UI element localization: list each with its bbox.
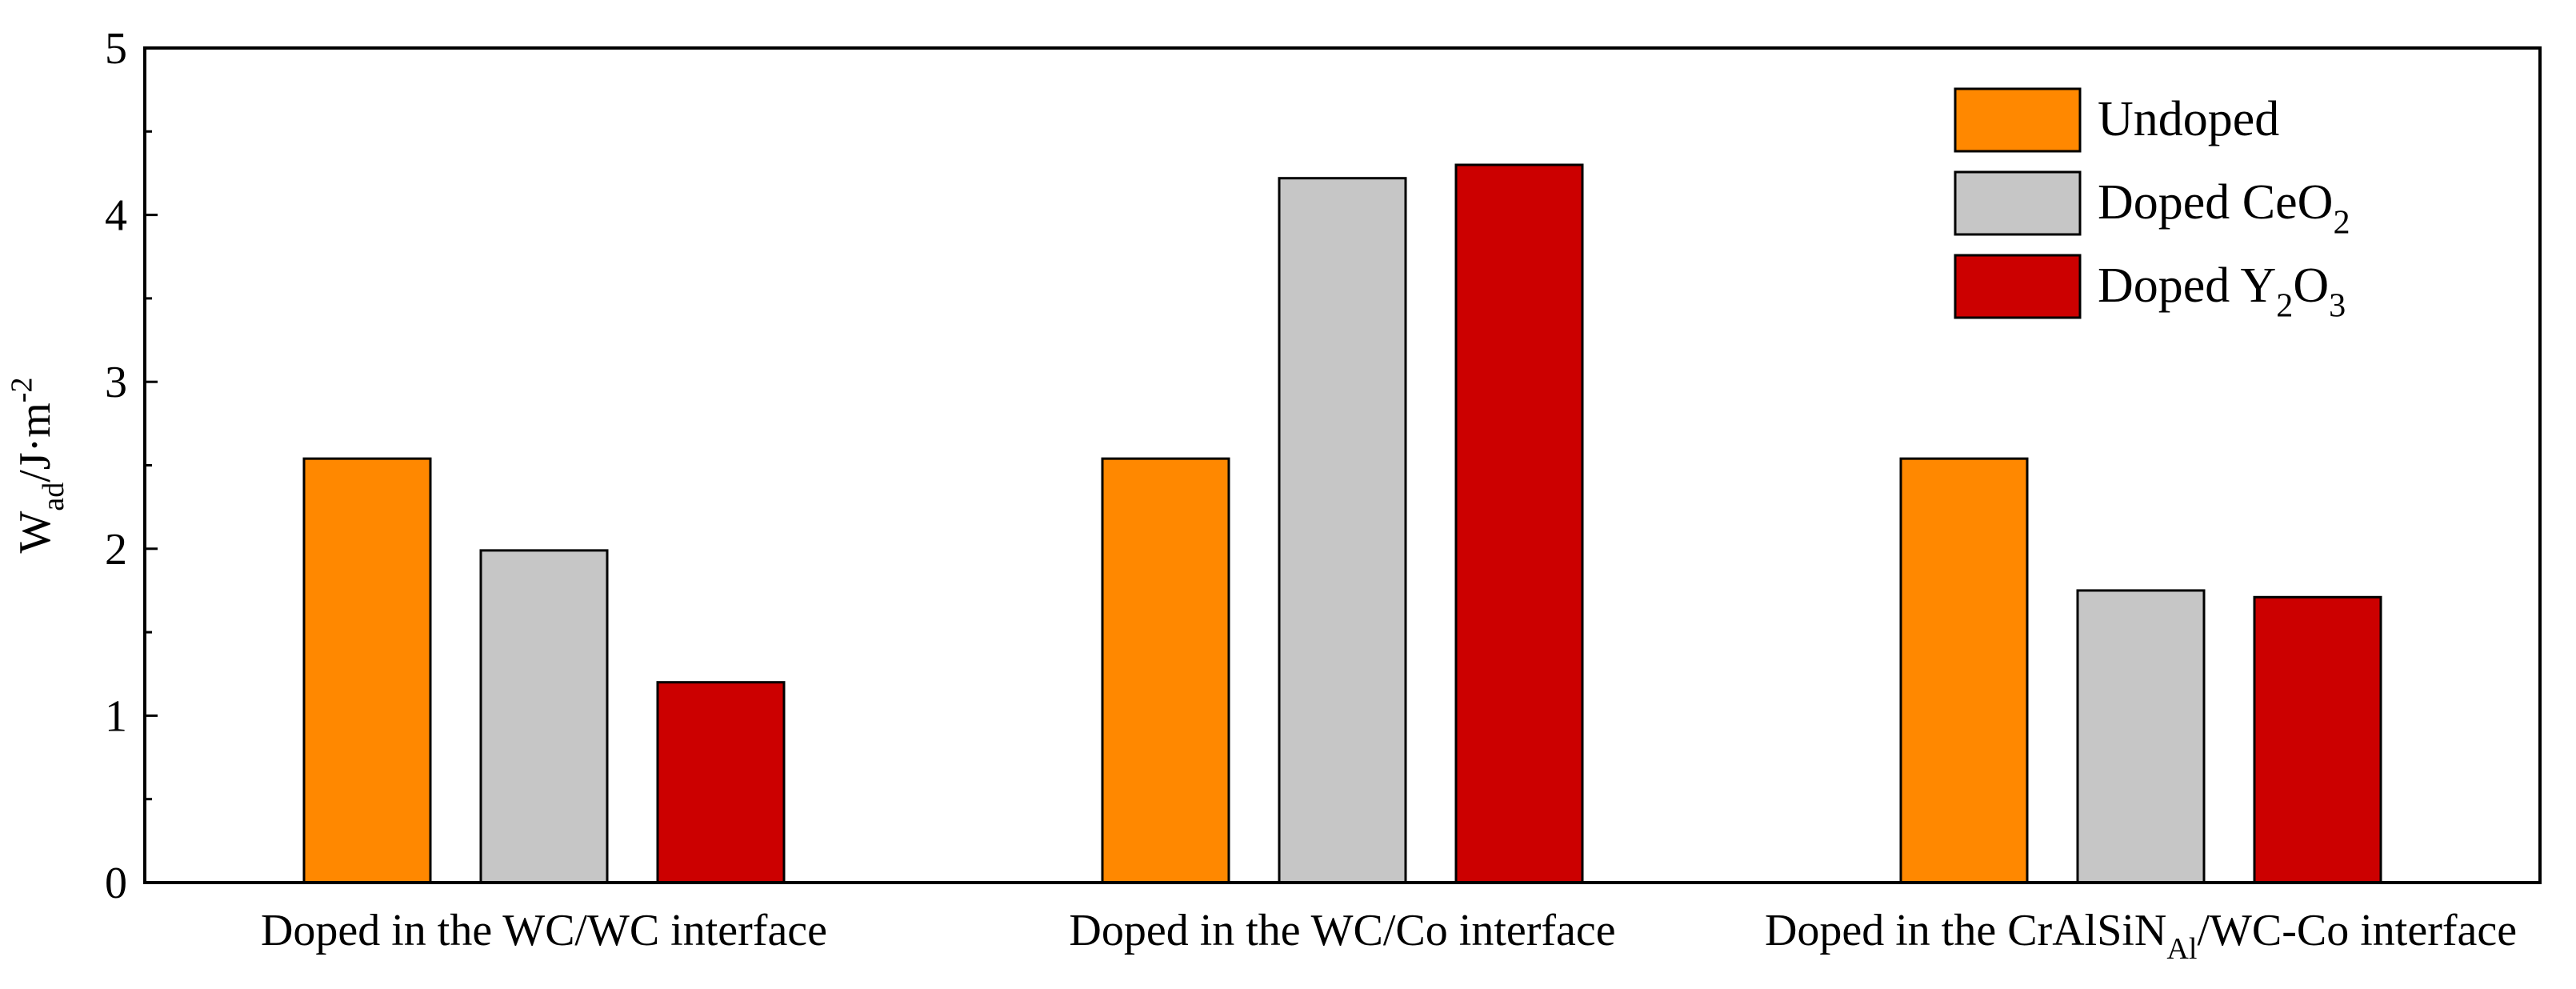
subscript: ad: [37, 482, 70, 511]
text-part: Doped in the CrAlSiN: [1765, 906, 2166, 955]
y-tick-label: 5: [105, 24, 127, 74]
legend-label: Undoped: [2098, 92, 2279, 146]
legend-swatch: [1954, 170, 2082, 236]
y-tick-label: 3: [105, 358, 127, 407]
text-part: Doped CeO: [2098, 175, 2333, 230]
y-tick-label: 1: [105, 691, 127, 741]
text-part: Undoped: [2098, 92, 2279, 146]
subscript: 2: [2276, 287, 2293, 325]
y-tick-label: 2: [105, 525, 127, 575]
legend-label: Doped CeO2: [2098, 175, 2350, 242]
plot-frame: [143, 46, 2542, 884]
legend-swatch: [1954, 254, 2082, 319]
bar: [1101, 457, 1230, 884]
text-part: Doped in the WC/WC interface: [261, 906, 827, 955]
y-tick-label: 0: [105, 859, 127, 908]
y-axis-label: Wad/J·m-2: [6, 377, 70, 553]
bar: [1454, 163, 1584, 884]
x-tick-label: Doped in the CrAlSiNAl/WC-Co interface: [1765, 906, 2517, 966]
superscript: -2: [6, 377, 39, 402]
subscript: 3: [2329, 287, 2346, 325]
legend-swatch: [1954, 87, 2082, 153]
x-tick-label: Doped in the WC/Co interface: [1069, 906, 1615, 955]
x-tick-label: Doped in the WC/WC interface: [261, 906, 827, 955]
y-tick-label: 4: [105, 191, 127, 241]
bar: [1278, 177, 1407, 884]
legend-label: Doped Y2O3: [2098, 258, 2346, 325]
text-part: /WC-Co interface: [2197, 906, 2517, 955]
text-part: W: [10, 511, 60, 554]
bar: [302, 457, 432, 884]
bar: [2253, 595, 2382, 884]
bar: [479, 549, 609, 884]
text-part: Doped Y: [2098, 258, 2276, 313]
text-part: /J·m: [10, 402, 60, 482]
text-part: O: [2293, 258, 2329, 313]
bar: [656, 681, 786, 884]
bar: [1899, 457, 2029, 884]
subscript: 2: [2333, 204, 2350, 242]
subscript: Al: [2166, 932, 2197, 966]
bar: [2076, 589, 2206, 884]
text-part: Doped in the WC/Co interface: [1069, 906, 1615, 955]
